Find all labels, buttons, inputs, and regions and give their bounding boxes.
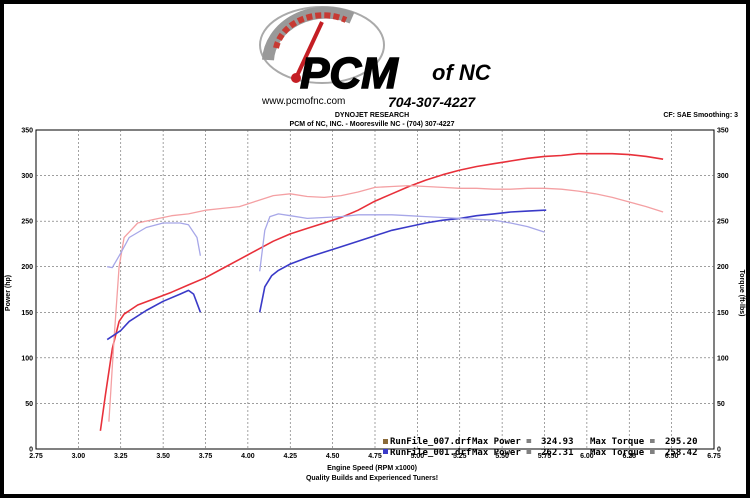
- chart-title: DYNOJET RESEARCH: [335, 112, 409, 119]
- y-tick-label: 300: [21, 173, 33, 180]
- x-tick-label: 4.75: [368, 453, 382, 460]
- legend-run001-torque: 258.42: [665, 448, 698, 458]
- x-tick-label: 6.75: [707, 453, 721, 460]
- legend: RunFile_007.drf Max Power = 324.93 Max T…: [383, 436, 698, 458]
- x-tick-label: 5.75: [538, 453, 552, 460]
- x-tick-label: 5.25: [453, 453, 467, 460]
- legend-marker-run007: [383, 439, 388, 444]
- y2-axis-label: Torque (ft-lbs): [738, 270, 745, 317]
- logo-brand: PCM: [300, 49, 399, 98]
- legend-run007-torque: 295.20: [665, 437, 698, 447]
- y2-tick-label: 0: [717, 447, 721, 454]
- legend-run001-power-label: Max Power =: [472, 448, 532, 458]
- x-tick-label: 6.25: [622, 453, 636, 460]
- chart-subtitle: PCM of NC, INC. - Mooresville NC - (704)…: [290, 121, 455, 128]
- series-line-run001_torque: [107, 222, 202, 269]
- y-tick-label: 250: [21, 219, 33, 226]
- logo: PCM of NC www.pcmofnc.com 704-307-4227: [259, 6, 492, 110]
- y-tick-label: 150: [21, 310, 33, 317]
- y-tick-label: 200: [21, 264, 33, 271]
- y2-tick-label: 50: [717, 401, 725, 408]
- logo-needle-hub: [291, 73, 301, 83]
- x-axis-label: Engine Speed (RPM x1000): [327, 465, 417, 472]
- y2-tick-label: 350: [717, 128, 729, 135]
- series-line-run001_power_b: [258, 209, 547, 313]
- legend-run001-file: RunFile_001.drf: [390, 447, 471, 458]
- series-line-run001_torque_b: [259, 213, 545, 272]
- logo-needle-icon: [294, 21, 324, 79]
- legend-run001-power: 262.31: [541, 448, 574, 458]
- x-tick-label: 4.50: [326, 453, 340, 460]
- series-line-run007_torque: [108, 184, 664, 422]
- y-tick-label: 100: [21, 355, 33, 362]
- y2-tick-label: 150: [717, 310, 729, 317]
- x-tick-label: 3.75: [199, 453, 213, 460]
- x-tick-label: 4.00: [241, 453, 255, 460]
- x-tick-label: 5.50: [495, 453, 509, 460]
- y2-tick-label: 250: [717, 219, 729, 226]
- x-tick-label: 3.50: [156, 453, 170, 460]
- y2-tick-label: 200: [717, 264, 729, 271]
- x-tick-label: 6.00: [580, 453, 594, 460]
- logo-phone: 704-307-4227: [388, 94, 476, 110]
- x-tick-label: 4.25: [283, 453, 297, 460]
- x-tick-label: 2.75: [29, 453, 43, 460]
- y-tick-label: 350: [21, 128, 33, 135]
- legend-run001-torque-label: Max Torque =: [590, 448, 656, 458]
- logo-gauge-ticks: [273, 12, 348, 49]
- footer-tagline: Quality Builds and Experienced Tuners!: [306, 475, 438, 482]
- x-tick-label: 3.00: [72, 453, 86, 460]
- y-axis-label: Power (hp): [5, 275, 12, 311]
- legend-marker-run001: [383, 449, 388, 454]
- correction-info: CF: SAE Smoothing: 3: [663, 112, 738, 119]
- legend-run007-power: 324.93: [541, 437, 574, 447]
- series-line-run001_power: [106, 289, 202, 341]
- y-tick-label: 0: [29, 447, 33, 454]
- logo-gauge-icon: [262, 6, 355, 61]
- logo-website: www.pcmofnc.com: [261, 96, 345, 107]
- legend-run007-file: RunFile_007.drf: [390, 436, 471, 447]
- legend-run007-power-label: Max Power =: [472, 437, 532, 447]
- legend-run007-torque-label: Max Torque =: [590, 437, 656, 447]
- x-tick-label: 5.00: [411, 453, 425, 460]
- y2-tick-label: 300: [717, 173, 729, 180]
- y2-tick-label: 100: [717, 355, 729, 362]
- y-tick-label: 50: [25, 401, 33, 408]
- x-tick-label: 6.50: [665, 453, 679, 460]
- series-line-run007_power: [99, 152, 664, 431]
- x-tick-label: 3.25: [114, 453, 128, 460]
- plot-area: [35, 129, 715, 450]
- logo-suffix: of NC: [432, 60, 492, 85]
